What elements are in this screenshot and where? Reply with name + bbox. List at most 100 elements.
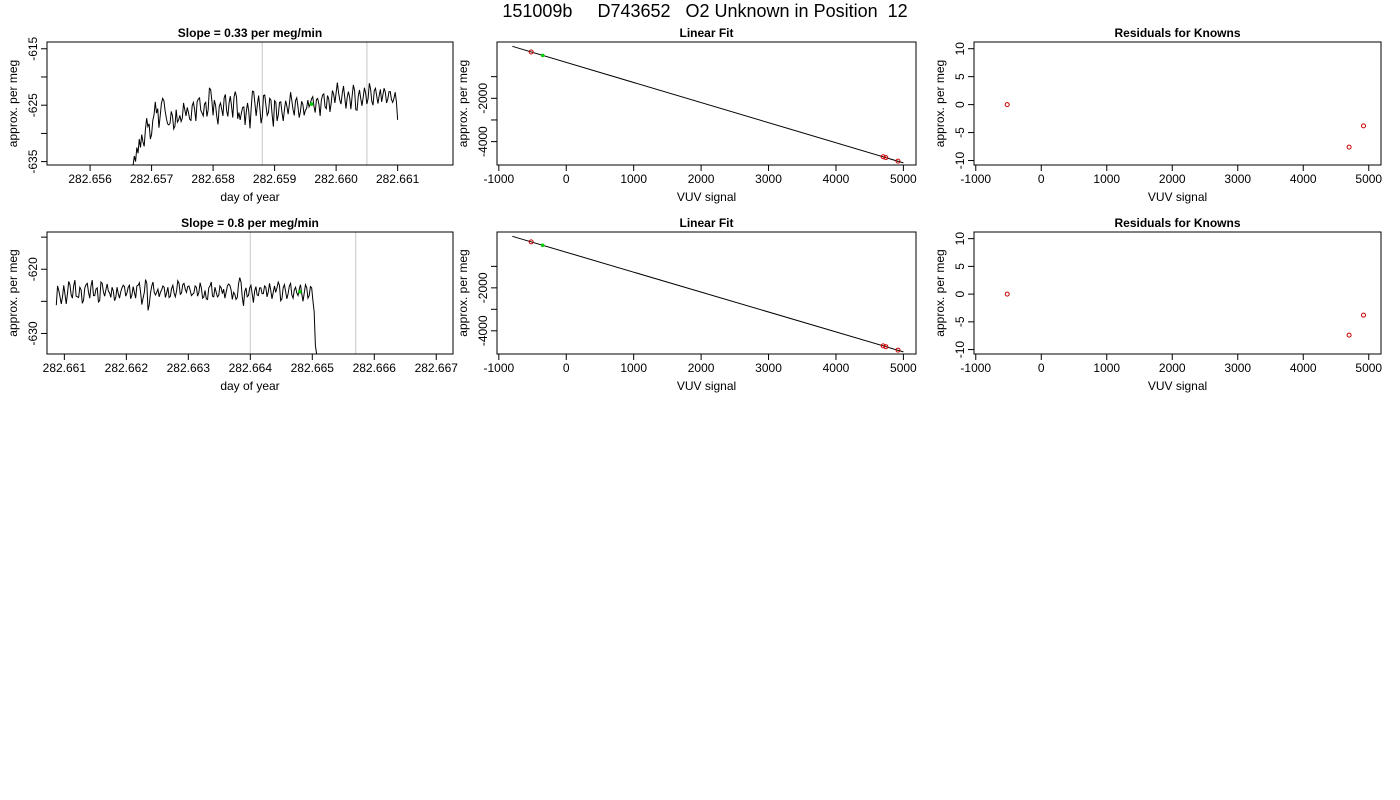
- chart-title: Slope = 0.8 per meg/min: [181, 216, 319, 230]
- plot-area: [1004, 291, 1367, 338]
- known-point: [1361, 123, 1367, 129]
- x-tick-label: 282.666: [353, 361, 397, 375]
- x-axis-label: day of year: [220, 379, 279, 393]
- y-tick-label: -625: [26, 93, 40, 117]
- x-tick-label: 5000: [1355, 361, 1382, 375]
- known-point: [528, 49, 534, 55]
- plot-area: [55, 232, 357, 354]
- drift-series-line: [132, 82, 399, 165]
- x-tick-label: 1000: [1093, 172, 1120, 186]
- unknown-marker: [298, 289, 302, 294]
- x-tick-label: -1000: [960, 361, 991, 375]
- plot-area: [132, 42, 399, 165]
- x-tick-label: 282.660: [314, 172, 358, 186]
- x-tick-label: 1000: [620, 361, 647, 375]
- x-tick-label: 2000: [1159, 361, 1186, 375]
- x-tick-label: 282.661: [376, 172, 420, 186]
- chart-fit1: Linear Fit -1000 0 1000 2000 3000 4000 5000 -400…: [456, 26, 917, 204]
- chart-resid1: Residuals for Knowns -1000 0 1000 2000 3000 40…: [933, 26, 1382, 204]
- known-point: [1346, 332, 1352, 338]
- x-tick-label: 4000: [823, 172, 850, 186]
- x-tick-label: 5000: [890, 361, 917, 375]
- x-tick-label: 5000: [1355, 172, 1382, 186]
- x-tick-label: 0: [563, 361, 570, 375]
- y-axis-label: approx. per meg: [456, 249, 470, 336]
- fit-line: [512, 235, 904, 353]
- x-tick-label: 2000: [688, 361, 715, 375]
- known-point: [1361, 312, 1367, 318]
- x-axis-label: VUV signal: [677, 379, 736, 393]
- y-axis-label: approx. per meg: [6, 249, 20, 336]
- x-tick-label: 282.667: [415, 361, 459, 375]
- chart-drift2: Slope = 0.8 per meg/min 282.661 282.662 282…: [6, 216, 458, 393]
- y-tick-label: 0: [953, 101, 967, 108]
- x-tick-label: 1000: [1093, 361, 1120, 375]
- y-tick-label: 10: [953, 232, 967, 246]
- y-axis-label: approx. per meg: [933, 60, 947, 147]
- unknown-point: [540, 243, 545, 248]
- x-tick-label: 4000: [1290, 361, 1317, 375]
- x-tick-label: 282.665: [291, 361, 335, 375]
- x-tick-label: 4000: [823, 361, 850, 375]
- y-tick-label: -10: [953, 341, 967, 359]
- x-axis-label: VUV signal: [677, 190, 736, 204]
- plot-frame: [46, 231, 454, 355]
- y-tick-label: -630: [26, 321, 40, 345]
- plot-frame: [496, 41, 917, 166]
- x-tick-label: 3000: [1224, 172, 1251, 186]
- known-point: [1004, 102, 1010, 108]
- x-axis-label: VUV signal: [1148, 379, 1207, 393]
- x-tick-label: 3000: [1224, 361, 1251, 375]
- page-title: 151009b D743652 O2 Unknown in Position 1…: [502, 1, 908, 21]
- x-tick-label: -1000: [483, 172, 514, 186]
- y-tick-label: -2000: [476, 272, 490, 303]
- chart-title: Linear Fit: [679, 216, 733, 230]
- x-tick-label: 3000: [755, 172, 782, 186]
- known-point: [1004, 291, 1010, 297]
- x-tick-label: 282.657: [130, 172, 174, 186]
- y-tick-label: -2000: [476, 83, 490, 114]
- chart-title: Residuals for Knowns: [1114, 216, 1240, 230]
- x-axis-label: VUV signal: [1148, 190, 1207, 204]
- y-tick-label: -635: [26, 149, 40, 173]
- known-point: [880, 343, 886, 349]
- unknown-marker: [309, 102, 314, 106]
- drift-series-line: [55, 277, 318, 354]
- plot-frame: [973, 41, 1382, 166]
- x-tick-label: 282.662: [105, 361, 149, 375]
- x-axis-label: day of year: [220, 190, 279, 204]
- y-tick-label: -4000: [476, 315, 490, 346]
- known-point: [880, 154, 886, 160]
- y-tick-label: -620: [26, 257, 40, 281]
- fit-line: [512, 45, 904, 164]
- chart-resid2: Residuals for Knowns -1000 0 1000 2000 3000 40…: [933, 216, 1382, 393]
- plot-frame: [46, 41, 454, 166]
- x-tick-label: 282.661: [43, 361, 87, 375]
- x-tick-label: 0: [1038, 172, 1045, 186]
- y-tick-label: -4000: [476, 126, 490, 157]
- known-point: [895, 158, 901, 164]
- y-tick-label: 5: [953, 73, 967, 80]
- plot-area: [1004, 102, 1367, 150]
- chart-drift1: Slope = 0.33 per meg/min 282.656 282.657 28…: [6, 26, 454, 204]
- y-tick-label: 5: [953, 263, 967, 270]
- chart-fit2: Linear Fit -1000 0 1000 2000 3000 4000 5000 -400…: [456, 216, 917, 393]
- x-tick-label: 1000: [620, 172, 647, 186]
- chart-title: Residuals for Knowns: [1114, 26, 1240, 40]
- x-tick-label: 0: [563, 172, 570, 186]
- plot-frame: [973, 231, 1382, 355]
- x-tick-label: 2000: [1159, 172, 1186, 186]
- y-axis-label: approx. per meg: [456, 60, 470, 147]
- plot-area: [512, 45, 904, 164]
- chart-title: Linear Fit: [679, 26, 733, 40]
- y-tick-label: 10: [953, 42, 967, 56]
- y-tick-label: -5: [953, 316, 967, 327]
- x-tick-label: 282.664: [229, 361, 273, 375]
- x-tick-label: 5000: [890, 172, 917, 186]
- y-axis-label: approx. per meg: [6, 60, 20, 147]
- plot-frame: [496, 231, 917, 355]
- unknown-point: [540, 53, 545, 58]
- x-tick-label: 282.659: [253, 172, 297, 186]
- y-tick-label: -5: [953, 127, 967, 138]
